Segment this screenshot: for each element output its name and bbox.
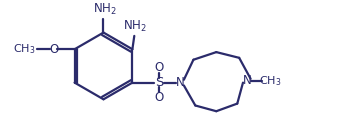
Text: N: N	[243, 74, 251, 87]
Text: S: S	[155, 76, 163, 89]
Text: NH$_2$: NH$_2$	[123, 19, 147, 34]
Text: CH$_3$: CH$_3$	[13, 42, 35, 56]
Text: O: O	[154, 61, 164, 74]
Text: CH$_3$: CH$_3$	[259, 74, 282, 88]
Text: NH$_2$: NH$_2$	[92, 2, 116, 17]
Text: N: N	[176, 76, 184, 89]
Text: O: O	[49, 43, 58, 56]
Text: O: O	[154, 91, 164, 104]
